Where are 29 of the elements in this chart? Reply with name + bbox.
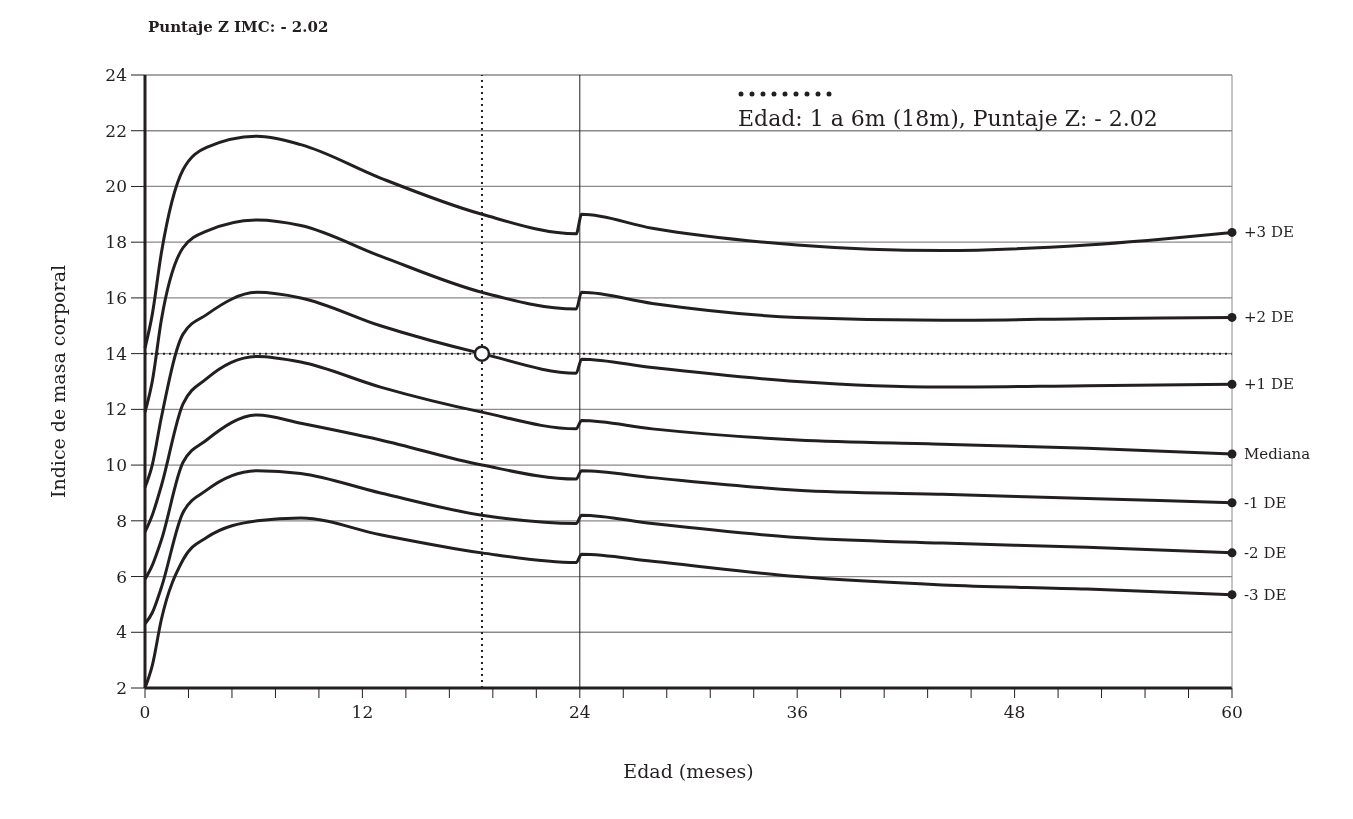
x-tick-label: 60 bbox=[1221, 702, 1243, 723]
y-tick-label: 20 bbox=[105, 176, 127, 197]
y-tick-label: 4 bbox=[116, 622, 127, 643]
x-tick-label: 0 bbox=[139, 702, 151, 723]
x-tick-label: 12 bbox=[351, 702, 374, 723]
legend-label: Edad: 1 a 6m (18m), Puntaje Z: - 2.02 bbox=[738, 106, 1158, 131]
y-tick-label: 10 bbox=[105, 455, 127, 476]
x-tick-label: 36 bbox=[786, 702, 809, 723]
y-tick-label: 2 bbox=[116, 678, 127, 699]
series-label: -3 DE bbox=[1244, 585, 1287, 604]
series-label: +2 DE bbox=[1244, 308, 1294, 327]
series-label: -2 DE bbox=[1244, 543, 1287, 562]
series-label: Mediana bbox=[1244, 444, 1311, 463]
x-axis-title: Edad (meses) bbox=[623, 760, 754, 782]
y-tick-label: 24 bbox=[105, 65, 127, 86]
y-axis-title: Indice de masa corporal bbox=[46, 264, 69, 499]
y-tick-label: 14 bbox=[105, 343, 127, 364]
y-tick-label: 12 bbox=[105, 399, 127, 420]
y-tick-label: 22 bbox=[105, 120, 127, 141]
series-label: -1 DE bbox=[1244, 493, 1287, 512]
series-label: +3 DE bbox=[1244, 223, 1294, 242]
y-tick-label: 6 bbox=[116, 566, 127, 587]
y-tick-label: 16 bbox=[105, 287, 127, 308]
series-label: +1 DE bbox=[1244, 375, 1294, 394]
y-tick-label: 8 bbox=[116, 510, 127, 531]
chart-title: Puntaje Z IMC: - 2.02 bbox=[148, 18, 329, 36]
x-tick-label: 48 bbox=[1003, 702, 1026, 723]
x-tick-label: 24 bbox=[568, 702, 591, 723]
y-tick-label: 18 bbox=[105, 232, 127, 253]
